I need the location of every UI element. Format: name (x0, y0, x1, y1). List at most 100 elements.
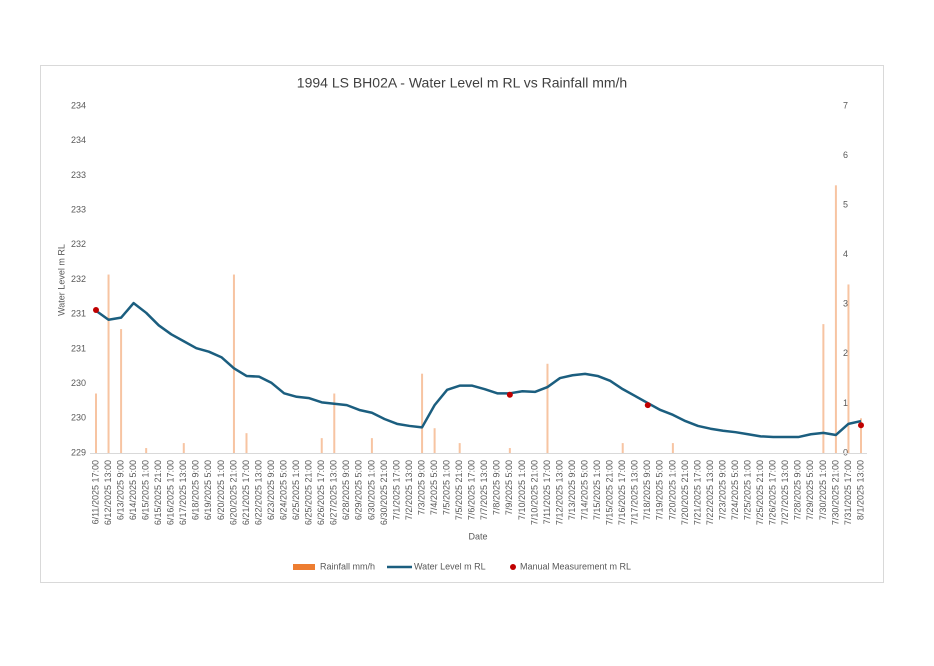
legend-label: Rainfall mm/h (320, 561, 375, 571)
y2-tick-label: 0 (843, 447, 848, 457)
x-tick-label: 6/22/2025 13:00 (253, 460, 263, 525)
legend-swatch (293, 564, 315, 570)
y-tick-label: 231 (71, 343, 86, 353)
y-tick-label: 233 (71, 204, 86, 214)
y-axis-title: Water Level m RL (56, 244, 66, 316)
x-tick-label: 7/7/2025 13:00 (479, 460, 489, 520)
rain-bar (822, 324, 825, 453)
rain-bar (433, 428, 436, 453)
x-tick-label: 7/15/2025 21:00 (605, 460, 615, 525)
x-tick-label: 6/25/2025 21:00 (304, 460, 314, 525)
rain-bar (421, 373, 424, 453)
x-tick-label: 7/1/2025 17:00 (391, 460, 401, 520)
rain-bar (120, 329, 123, 453)
x-tick-label: 6/21/2025 17:00 (241, 460, 251, 525)
y2-tick-label: 2 (843, 348, 848, 358)
y-tick-label: 233 (71, 170, 86, 180)
rain-bar (107, 274, 110, 453)
manual-point (93, 307, 99, 314)
x-tick-label: 7/30/2025 21:00 (830, 460, 840, 525)
x-tick-label: 7/25/2025 1:00 (743, 460, 753, 520)
x-tick-label: 8/1/2025 13:00 (855, 460, 865, 520)
x-tick-label: 6/14/2025 5:00 (128, 460, 138, 520)
rain-bar (370, 438, 373, 453)
x-tick-label: 7/28/2025 9:00 (793, 460, 803, 520)
x-tick-label: 7/13/2025 9:00 (567, 460, 577, 520)
x-tick-label: 7/4/2025 5:00 (429, 460, 439, 515)
y2-tick-label: 3 (843, 299, 848, 309)
x-tick-label: 6/18/2025 9:00 (191, 460, 201, 520)
x-tick-label: 7/14/2025 5:00 (579, 460, 589, 520)
y-tick-label: 232 (71, 239, 86, 249)
rain-bar (621, 443, 624, 453)
rain-bar (847, 284, 850, 453)
legend-label: Water Level m RL (414, 561, 486, 571)
x-tick-label: 6/29/2025 5:00 (354, 460, 364, 520)
x-tick-label: 7/21/2025 17:00 (692, 460, 702, 525)
x-tick-label: 7/23/2025 9:00 (717, 460, 727, 520)
rain-bar (671, 443, 674, 453)
y-tick-label: 229 (71, 447, 86, 457)
water-level-line (95, 301, 862, 439)
y-tick-label: 234 (71, 135, 86, 145)
x-tick-label: 7/10/2025 21:00 (529, 460, 539, 525)
x-tick-label: 7/10/2025 1:00 (517, 460, 527, 520)
x-tick-label: 7/26/2025 17:00 (768, 460, 778, 525)
x-tick-label: 7/5/2025 1:00 (442, 460, 452, 515)
x-tick-label: 7/31/2025 17:00 (843, 460, 853, 525)
rain-bar (145, 448, 148, 453)
x-tick-label: 7/20/2025 21:00 (680, 460, 690, 525)
rain-bar (834, 185, 837, 454)
x-tick-label: 7/27/2025 13:00 (780, 460, 790, 525)
x-tick-label: 6/15/2025 1:00 (141, 460, 151, 520)
x-tick-label: 6/30/2025 1:00 (366, 460, 376, 520)
x-tick-label: 6/20/2025 1:00 (216, 460, 226, 520)
x-tick-label: 6/23/2025 9:00 (266, 460, 276, 520)
y-tick-label: 230 (71, 378, 86, 388)
y2-tick-label: 4 (843, 249, 848, 259)
x-tick-label: 7/6/2025 17:00 (467, 460, 477, 520)
rain-bar (333, 393, 336, 453)
y2-tick-label: 7 (843, 100, 848, 110)
x-tick-label: 7/18/2025 9:00 (642, 460, 652, 520)
y-tick-label: 230 (71, 413, 86, 423)
x-tick-label: 6/30/2025 21:00 (379, 460, 389, 525)
x-tick-label: 7/3/2025 9:00 (416, 460, 426, 515)
manual-point (644, 402, 651, 409)
x-tick-label: 7/25/2025 21:00 (755, 460, 765, 525)
legend-label: Manual Measurement m RL (520, 561, 631, 571)
rain-bar (546, 363, 549, 453)
x-tick-label: 7/8/2025 9:00 (492, 460, 502, 515)
x-tick-label: 6/27/2025 13:00 (329, 460, 339, 525)
rain-bar (860, 418, 862, 453)
x-tick-label: 7/16/2025 17:00 (617, 460, 627, 525)
x-tick-label: 7/20/2025 1:00 (667, 460, 677, 520)
chart-title: 1994 LS BH02A - Water Level m RL vs Rain… (297, 75, 627, 91)
rain-bar (508, 448, 511, 453)
x-tick-label: 7/5/2025 21:00 (454, 460, 464, 520)
manual-point (506, 391, 513, 398)
rain-bar (245, 433, 248, 453)
y-tick-label: 232 (71, 274, 86, 284)
x-tick-label: 7/30/2025 1:00 (818, 460, 828, 520)
manual-point (858, 422, 864, 429)
x-tick-label: 6/28/2025 9:00 (341, 460, 351, 520)
rain-bar (232, 274, 235, 453)
y-tick-label: 234 (71, 100, 86, 110)
chart-frame (40, 65, 884, 583)
x-tick-label: 6/13/2025 9:00 (115, 460, 125, 520)
rain-bar (458, 443, 461, 453)
x-tick-label: 7/29/2025 5:00 (805, 460, 815, 520)
x-tick-label: 7/11/2025 17:00 (542, 460, 552, 524)
x-tick-label: 6/19/2025 5:00 (203, 460, 213, 520)
y2-tick-label: 5 (843, 200, 848, 210)
legend-swatch (510, 564, 516, 570)
x-tick-label: 7/15/2025 1:00 (592, 460, 602, 520)
x-tick-label: 7/24/2025 5:00 (730, 460, 740, 520)
x-tick-label: 7/12/2025 13:00 (554, 460, 564, 525)
x-tick-label: 7/19/2025 5:00 (655, 460, 665, 520)
x-tick-label: 6/16/2025 17:00 (166, 460, 176, 525)
x-tick-label: 7/2/2025 13:00 (404, 460, 414, 520)
x-tick-label: 6/15/2025 21:00 (153, 460, 163, 525)
